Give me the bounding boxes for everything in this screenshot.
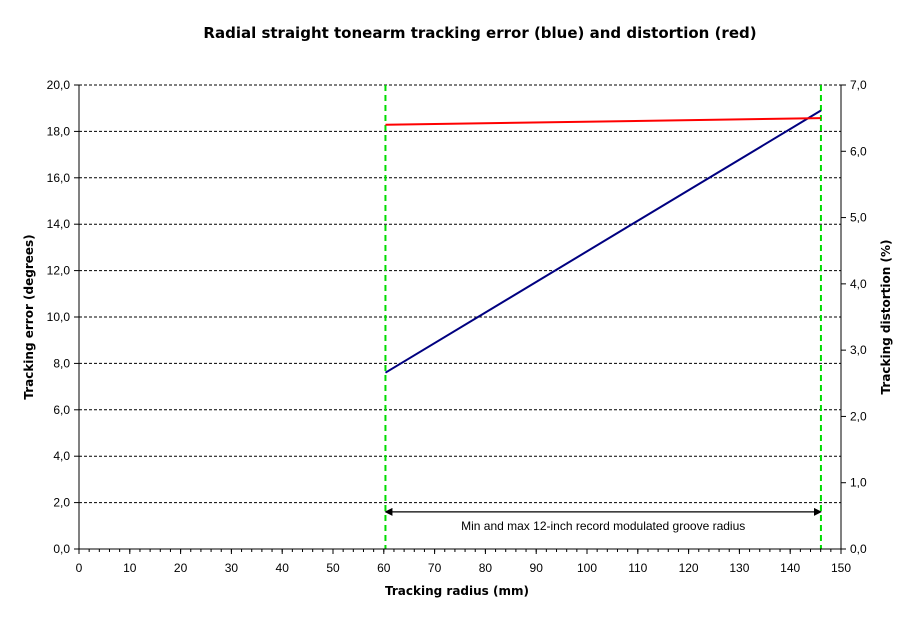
y-tick-label: 12,0: [47, 264, 71, 278]
annotation-text: Min and max 12-inch record modulated gro…: [461, 519, 745, 533]
y2-tick-label: 4,0: [850, 277, 867, 291]
y-tick-label: 10,0: [47, 310, 71, 324]
tick-labels: 0,0 2,0 4,0 6,0 8,0 10,0 12,0 14,0 16,0 18,0 20,0 0…: [47, 78, 867, 575]
y2-tick-label: 2,0: [850, 409, 867, 423]
x-tick-label: 120: [679, 561, 699, 575]
x-tick-label: 70: [428, 561, 442, 575]
y-tick-label: 6,0: [53, 403, 70, 417]
x-axis-label: Tracking radius (mm): [385, 584, 529, 598]
x-tick-label: 130: [729, 561, 749, 575]
x-tick-label: 80: [479, 561, 493, 575]
distortion-line: [385, 117, 821, 126]
y-tick-label: 0,0: [53, 542, 70, 556]
x-tick-label: 140: [780, 561, 800, 575]
x-tick-label: 30: [225, 561, 239, 575]
tracking-error-line: [384, 109, 822, 374]
series-lines: [384, 109, 822, 374]
y2-tick-label: 7,0: [850, 78, 867, 92]
y-tick-label: 18,0: [47, 124, 71, 138]
y-tick-label: 4,0: [53, 449, 70, 463]
x-tick-label: 150: [831, 561, 851, 575]
y-tick-label: 2,0: [53, 496, 70, 510]
annotation: Min and max 12-inch record modulated gro…: [384, 507, 822, 533]
y-tick-label: 20,0: [47, 78, 71, 92]
chart-title: Radial straight tonearm tracking error (…: [203, 24, 756, 42]
axes: [74, 84, 846, 554]
x-tick-label: 10: [123, 561, 137, 575]
y-axis-label: Tracking error (degrees): [22, 234, 36, 399]
x-tick-label: 90: [530, 561, 544, 575]
x-tick-label: 50: [326, 561, 340, 575]
y2-tick-label: 3,0: [850, 343, 867, 357]
y2-tick-label: 5,0: [850, 211, 867, 225]
y2-axis-label: Tracking distortion (%): [879, 240, 893, 395]
x-tick-label: 100: [577, 561, 597, 575]
y-tick-label: 16,0: [47, 171, 71, 185]
range-markers: [384, 85, 822, 549]
y2-tick-label: 0,0: [850, 542, 867, 556]
x-tick-label: 0: [76, 561, 83, 575]
y2-tick-label: 1,0: [850, 476, 867, 490]
x-tick-label: 40: [276, 561, 290, 575]
x-tick-label: 20: [174, 561, 188, 575]
y-tick-label: 14,0: [47, 217, 71, 231]
y2-tick-label: 6,0: [850, 144, 867, 158]
x-tick-label: 110: [628, 561, 647, 575]
x-tick-label: 60: [377, 561, 391, 575]
y-tick-label: 8,0: [53, 356, 70, 370]
gridlines: [79, 84, 841, 504]
